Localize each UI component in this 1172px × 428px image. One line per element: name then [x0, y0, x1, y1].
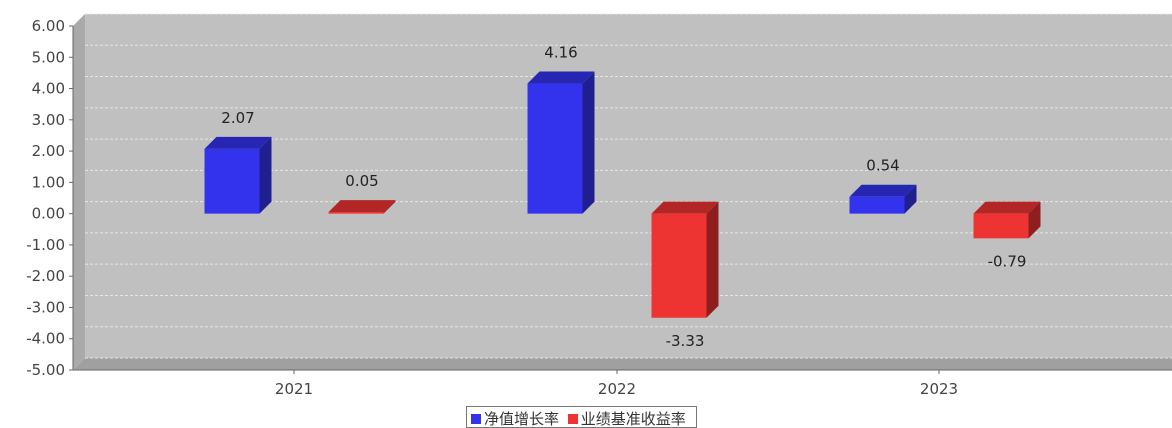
bar-业绩基准收益率-2023: [973, 201, 1041, 239]
bar-业绩基准收益率-2022: [651, 201, 719, 318]
bar-top-face: [527, 71, 595, 84]
y-tick-label: 5.00: [32, 48, 65, 66]
bar-净值增长率-2023: [849, 184, 917, 214]
plot-side-wall: [73, 14, 85, 370]
y-tick-label: 3.00: [32, 111, 65, 129]
x-tick-label: 2022: [598, 380, 636, 398]
y-tick-label: 0.00: [32, 205, 65, 223]
bar-side-face: [259, 136, 272, 214]
legend-swatch-series-2: [567, 414, 578, 424]
gridlines: [85, 13, 1172, 359]
x-tick-label: 2021: [275, 380, 313, 398]
bar-side-face: [1028, 201, 1041, 239]
bar-top-face: [973, 201, 1041, 214]
data-label: 2.07: [221, 109, 254, 127]
y-tick-label: 4.00: [32, 80, 65, 98]
legend-swatch-series-1: [471, 414, 481, 424]
bar-front-face: [328, 212, 384, 214]
bar-top-face: [328, 200, 396, 213]
y-tick-label: 6.00: [32, 17, 65, 35]
data-label: 4.16: [544, 44, 577, 62]
bar-top-face: [849, 184, 917, 197]
bar-side-face: [582, 71, 595, 214]
bar-top-face: [651, 201, 719, 214]
bar-side-face: [706, 201, 719, 318]
y-tick-label: -5.00: [26, 361, 65, 379]
bar-front-face: [527, 83, 583, 214]
bar-front-face: [204, 148, 260, 214]
x-tick-labels: 2021 2022 2023: [275, 370, 958, 398]
legend-label-series-1: 净值增长率: [484, 410, 560, 428]
bar-净值增长率-2021: [204, 136, 272, 214]
legend: 净值增长率 业绩基准收益率: [466, 406, 697, 428]
x-tick-label: 2023: [920, 380, 958, 398]
data-label: -3.33: [666, 332, 705, 350]
plot-floor: [73, 358, 1172, 370]
bar-side-face: [383, 200, 396, 214]
chart: 6.00 5.00 4.00 3.00 2.00 1.00 0.00 -1.00 -2.00 -3…: [26, 13, 1172, 398]
y-tick-label: 1.00: [32, 173, 65, 191]
bars: [204, 71, 1041, 318]
y-tick-label: 2.00: [32, 142, 65, 160]
bar-top-face: [204, 136, 272, 149]
data-label: -0.79: [988, 252, 1027, 270]
bar-front-face: [973, 213, 1029, 239]
y-tick-label: -4.00: [26, 330, 65, 348]
bar-净值增长率-2022: [527, 71, 595, 214]
bar-front-face: [651, 213, 707, 318]
y-tick-label: -2.00: [26, 267, 65, 285]
bar-side-face: [904, 184, 917, 214]
bar-业绩基准收益率-2021: [328, 200, 396, 214]
y-tick-labels: 6.00 5.00 4.00 3.00 2.00 1.00 0.00 -1.00 -2.00 -3…: [26, 17, 73, 379]
legend-item-series-1: 净值增长率: [471, 408, 560, 428]
data-labels: 2.07 4.16 0.54 0.05 -3.33 -0.79: [221, 44, 1026, 350]
y-tick-label: -1.00: [26, 236, 65, 254]
data-label: 0.54: [866, 157, 899, 175]
data-label: 0.05: [345, 172, 378, 190]
bar-front-face: [849, 196, 905, 214]
y-tick-label: -3.00: [26, 298, 65, 316]
legend-item-series-2: 业绩基准收益率: [567, 408, 686, 428]
legend-label-series-2: 业绩基准收益率: [580, 410, 686, 428]
